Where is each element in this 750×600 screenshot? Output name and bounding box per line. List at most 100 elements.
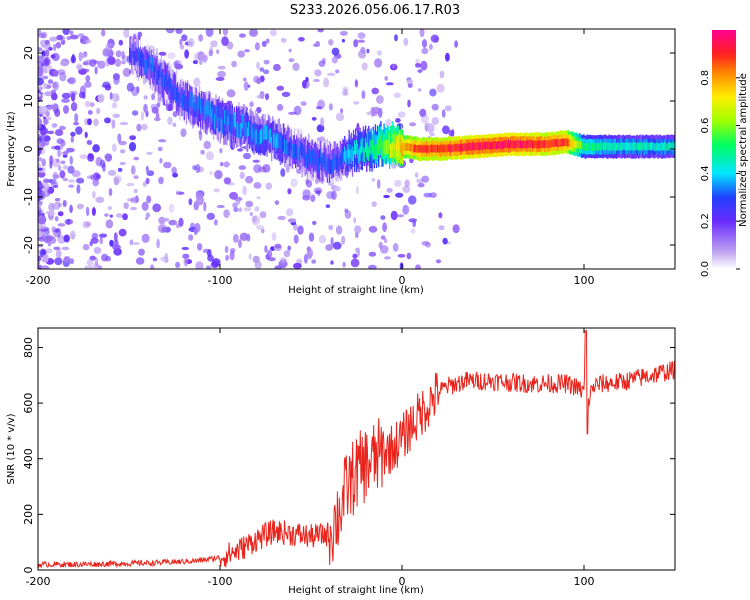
ridge-cell [436,145,439,153]
noise-blob [52,82,58,89]
ridge-cell [203,99,205,114]
ridge-cell [390,143,392,158]
ridge-cell [319,151,321,181]
noise-blob [158,176,164,185]
noise-blob [355,185,359,195]
noise-blob [283,250,291,258]
ridge-cell [646,142,648,150]
ridge-cell [526,140,528,149]
ridge-cell [651,142,653,151]
ridge-cell [207,100,209,116]
ridge-cell [336,158,338,173]
ridge-cell [144,59,146,75]
ridge-cell [444,144,446,152]
noise-blob [51,226,55,232]
ridge-cell [533,140,535,149]
noise-blob [383,256,392,260]
noise-blob [118,39,124,46]
ridge-cell [587,142,589,151]
noise-blob [407,195,417,205]
ridge-cell [362,146,365,162]
ridge-cell [658,143,660,151]
noise-blob [383,194,390,199]
ridge-cell [493,141,496,149]
noise-blob [357,39,366,43]
ridge-cell [210,109,213,125]
noise-blob [335,69,340,74]
spectrogram-x-axis: -200 -100 0 100 [26,29,595,287]
noise-blob [61,39,66,45]
noise-blob [305,179,313,188]
noise-blob [101,29,106,37]
ridge-cell [160,71,163,86]
ridge-cell [311,147,313,162]
noise-blob [82,68,90,73]
ridge-cell [363,147,366,162]
ridge-cell [305,153,308,168]
noise-blob [264,245,268,253]
noise-blob [38,190,42,198]
ridge-cell [229,114,231,129]
ridge-cell [372,136,374,151]
ridge-cell [522,140,524,149]
ridge-cell [635,142,638,151]
ridge-cell [356,139,358,154]
ridge-cell [534,140,536,149]
noise-blob [55,41,62,49]
noise-blob [96,107,101,115]
noise-blob [249,101,254,108]
noise-blob [145,177,150,185]
noise-blob [416,178,423,183]
noise-blob [188,198,193,206]
noise-blob [252,215,257,223]
noise-blob [205,29,214,37]
ridge-cell [548,140,550,148]
ridge-cell [478,142,480,151]
ridge-cell [466,143,468,152]
noise-blob [385,82,394,86]
ridge-cell [557,139,559,148]
noise-blob [356,122,360,133]
ridge-cell [524,140,526,149]
ridge-cell [373,145,375,160]
noise-blob [406,79,414,84]
colorbar-tick-label: 0.2 [700,213,711,229]
noise-blob [179,39,183,46]
noise-blob [91,207,96,216]
ridge-cell [531,140,534,149]
ridge-cell [514,140,516,149]
ridge-cell [364,138,367,153]
noise-blob [87,118,92,126]
noise-blob [232,233,239,243]
noise-blob [42,116,46,120]
noise-blob [198,34,204,42]
ridge-cell [595,143,597,151]
noise-blob [192,60,198,65]
ridge-cell [446,144,449,153]
noise-blob [130,206,137,211]
noise-blob [126,182,135,187]
ridge-cell [202,98,204,113]
ridge-cell [564,138,567,146]
noise-blob [108,188,113,197]
noise-blob [171,166,177,175]
noise-blob [226,89,236,98]
noise-blob [407,82,413,88]
ridge-cell [304,136,307,166]
ridge-cell [586,143,588,152]
ridge-cell [214,114,216,129]
ridge-cell [155,58,157,73]
noise-blob [292,262,302,269]
noise-blob [70,136,75,143]
noise-blob [112,92,119,103]
noise-blob [431,103,439,111]
noise-blob [394,179,402,187]
ridge-cell [378,139,380,154]
noise-blob [62,165,69,170]
ridge-cell [468,142,470,151]
noise-blob [331,190,337,201]
noise-blob [233,196,243,202]
noise-blob [414,172,419,178]
noise-blob [159,158,163,164]
ridge-cell [384,141,386,157]
